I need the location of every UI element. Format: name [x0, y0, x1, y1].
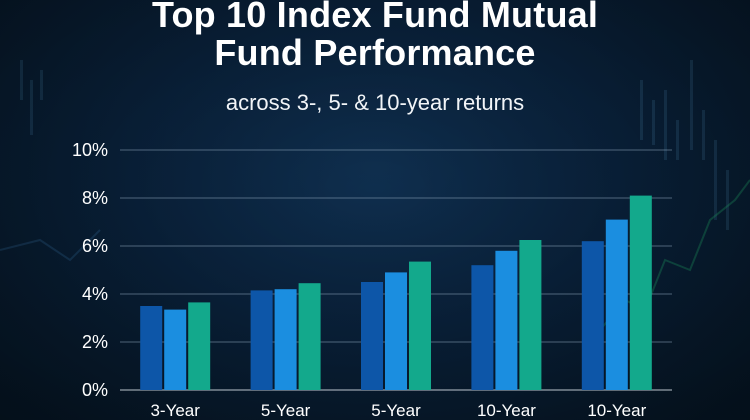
bar [188, 302, 211, 390]
y-tick-label: 6% [82, 236, 108, 256]
y-tick-label: 0% [82, 380, 108, 400]
bar [361, 282, 383, 390]
y-tick-label: 2% [82, 332, 108, 352]
y-axis-ticks: 0% 2% 4% 6% 8% 10% [72, 140, 108, 400]
x-category-label: 10-Year [477, 401, 536, 420]
bar [519, 240, 542, 390]
bar [164, 309, 187, 390]
bar [605, 219, 628, 390]
x-category-label: 10-Year [587, 401, 646, 420]
bar [140, 306, 163, 390]
bar [298, 283, 321, 390]
bar [250, 290, 273, 390]
bar [471, 265, 494, 390]
x-category-label: 5-Year [371, 401, 421, 420]
bar [385, 272, 407, 390]
bar [274, 289, 297, 390]
bar [629, 195, 652, 390]
y-tick-label: 10% [72, 140, 108, 160]
bar [495, 250, 518, 390]
chart-title-line-1: Top 10 Index Fund Mutual [151, 0, 599, 35]
y-tick-label: 8% [82, 188, 108, 208]
x-category-label: 3-Year [150, 401, 200, 420]
chart-subtitle: across 3-, 5- & 10-year returns [225, 90, 525, 115]
x-axis-labels: 3-Year 5-Year 5-Year 10-Year 10-Year [150, 401, 646, 420]
bar [581, 241, 604, 390]
chart-title: Top 10 Index Fund Mutual Fund Performanc… [0, 0, 750, 72]
bar [409, 261, 431, 390]
bars [140, 195, 652, 390]
x-category-label: 5-Year [261, 401, 311, 420]
y-tick-label: 4% [82, 284, 108, 304]
chart-title-line-2: Fund Performance [214, 32, 536, 73]
